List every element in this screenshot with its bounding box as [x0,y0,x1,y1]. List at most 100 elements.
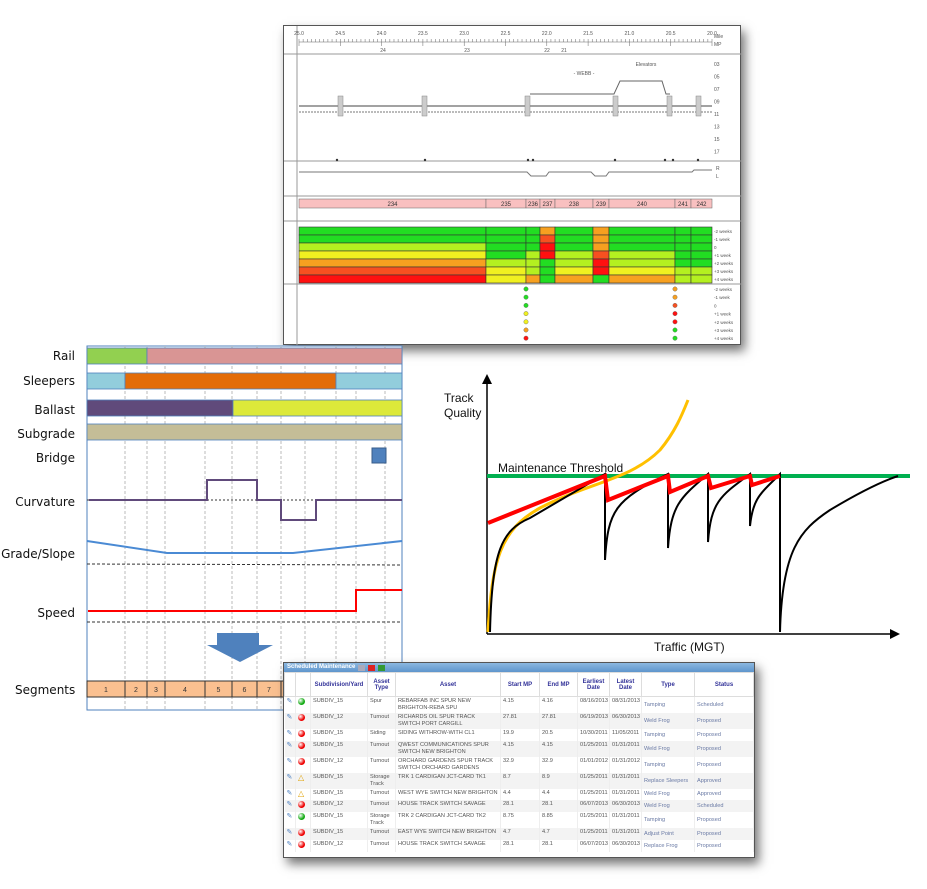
edit-icon[interactable]: ✎ [286,730,293,737]
ballast-condition-cell [674,242,692,252]
cell-end: 4.7 [539,828,578,840]
cell-earliest: 08/16/2013 [577,696,610,713]
cell-latest: 06/30/2013 [609,713,642,729]
ruler-label: 24.5 [335,31,345,37]
point-row-label: 0 [714,303,717,308]
table-row[interactable]: ✎ SUBDIV_15 Turnout QWEST COMMUNICATIONS SP… [284,741,754,757]
edit-icon[interactable]: ✎ [286,714,293,721]
table-row[interactable]: ✎ SUBDIV_15 Siding SIDING WITHROW-WITH CL1 1… [284,729,754,741]
print-icon[interactable] [358,664,366,671]
ballast-condition-cell [539,234,556,244]
unmaintained-curve [486,399,690,633]
col-start-mp[interactable]: Start MP [500,672,540,697]
ruler-unit: MP [714,42,722,48]
table-row[interactable]: ✎ SUBDIV_15 Turnout EAST WYE SWITCH NEW BRI… [284,828,754,840]
segment-label: 237 [542,202,553,208]
ruler-label: 21.0 [625,31,635,37]
ballast-condition-cell [539,266,556,276]
edit-icon[interactable]: ✎ [286,698,293,705]
cell-type: Weld Frog [641,800,695,812]
status-red-icon [298,714,305,721]
edit-icon[interactable]: ✎ [286,742,293,749]
col-earliest-date[interactable]: Earliest Date [577,672,610,697]
edit-icon[interactable]: ✎ [286,813,293,820]
ruler-label: 24.0 [377,31,387,37]
ruler-mp-label: 22 [544,48,550,54]
col-subdivision[interactable]: Subdivision/Yard [310,672,368,697]
point-condition-dot [672,327,678,333]
table-row[interactable]: ✎ SUBDIV_12 Turnout ORCHARD GARDENS SPUR TR… [284,757,754,773]
cell-atype: Turnout [367,757,396,773]
label-grade-slope: Grade/Slope [1,547,75,561]
point-condition-dot [523,286,529,292]
ballast-condition-cell [690,250,713,260]
cell-sub: SUBDIV_15 [310,741,368,757]
col-asset[interactable]: Asset [395,672,501,697]
cell-status: Proposed [694,757,754,773]
pdf-icon[interactable] [368,664,376,671]
table-row[interactable]: ✎ SUBDIV_12 Turnout HOUSE TRACK SWITCH SAVA… [284,800,754,812]
col-latest-date[interactable]: Latest Date [609,672,642,697]
cell-status: Proposed [694,729,754,741]
ballast-condition-cell [690,234,713,244]
ballast-condition-cell [690,266,713,276]
segment-label: 2 [134,687,138,694]
ballast-condition-cell [608,234,676,244]
cell-type: Tamping [641,757,695,773]
table-row[interactable]: ✎ SUBDIV_15 Spur REBARFAB INC SPUR NEW BRIG… [284,696,754,713]
ballast-condition-cell [674,266,692,276]
edit-icon[interactable]: ✎ [286,790,293,797]
infra-point-marker [613,158,617,162]
infra-level: 11 [714,112,719,118]
infra-point-marker [696,158,700,162]
point-condition-dot [523,319,529,325]
table-row[interactable]: ✎ SUBDIV_12 Turnout HOUSE TRACK SWITCH SAVA… [284,840,754,852]
ruler-mp-label: 21 [561,48,567,54]
cell-atype: Spur [367,696,396,713]
ballast-condition-cell [592,266,610,276]
table-row[interactable]: ✎ SUBDIV_12 Turnout RICHARDS OIL SPUR TRACK… [284,713,754,729]
excel-icon[interactable] [378,664,386,671]
ballast-condition-cell [485,234,527,244]
cell-sub: SUBDIV_12 [310,757,368,773]
label-subgrade: Subgrade [17,427,75,441]
cell-sub: SUBDIV_15 [310,696,368,713]
table-row[interactable]: ✎ △ SUBDIV_15 Turnout WEST WYE SWITCH NEW BR… [284,789,754,800]
edit-icon[interactable]: ✎ [286,801,293,808]
infra-point-marker [423,158,427,162]
table-row[interactable]: ✎ △ SUBDIV_15 Storage Track TRK 1 CARDIGAN J… [284,773,754,789]
cell-status: Proposed [694,741,754,757]
ballast-condition-cell [592,250,610,260]
ballast-condition-cell [485,266,527,276]
point-row-label: -1 week [714,295,731,300]
cell-type: Tamping [641,696,695,713]
ballast-condition-cell [608,250,676,260]
cell-start: 4.4 [500,789,540,800]
layers-graphic: 1 2 3 4 5 6 7 [86,345,403,711]
track-chart: 25.0 24.5 24.0 23.5 23.0 22.5 22.0 21.5 21.0 20.5… [284,26,742,346]
edit-icon[interactable]: ✎ [286,841,293,848]
rail-bad-bar [146,347,403,365]
condition-row-label: +1 week [714,253,732,258]
cell-earliest: 01/25/2011 [577,773,610,789]
edit-icon[interactable]: ✎ [286,829,293,836]
segment-label: 1 [104,687,108,694]
segment-label: 5 [217,687,221,694]
condition-row-label: -1 week [714,237,731,242]
ruler-label: 23.0 [459,31,469,37]
maintenance-table: Subdivision/Yard Asset Type Asset Start … [284,672,754,852]
cell-earliest: 01/01/2012 [577,757,610,773]
col-type[interactable]: Type [641,672,695,697]
col-asset-type[interactable]: Asset Type [367,672,396,697]
point-row-label: +3 weeks [714,328,734,333]
table-row[interactable]: ✎ SUBDIV_15 Storage Track TRK 2 CARDIGAN JC… [284,812,754,828]
col-status[interactable]: Status [694,672,754,697]
cell-earliest: 01/25/2011 [577,741,610,757]
edit-icon[interactable]: ✎ [286,758,293,765]
ballast-condition-cell [539,242,556,252]
col-end-mp[interactable]: End MP [539,672,578,697]
ruler-label: 20.5 [666,31,676,37]
edit-icon[interactable]: ✎ [286,774,293,781]
cell-latest: 01/31/2011 [609,773,642,789]
cell-type: Replace Sleepers [641,773,695,789]
